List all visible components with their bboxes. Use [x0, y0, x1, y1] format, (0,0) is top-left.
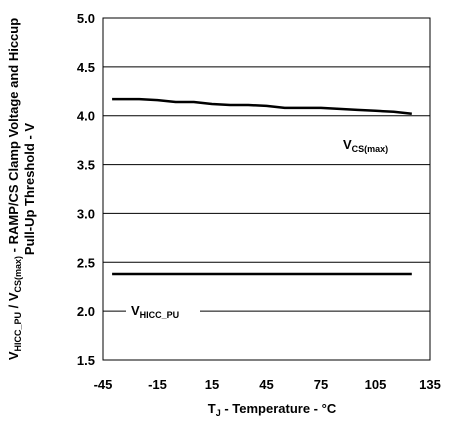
plot-frame [102, 17, 431, 361]
y-axis-title: VHICC_PU / VCS(max) - RAMP/CS Clamp Volt… [6, 18, 37, 360]
series-label-vcs-sub: CS(max) [352, 144, 389, 154]
x-tick-label: -45 [94, 377, 113, 392]
series-label-vhicc-sub: HICC_PU [140, 310, 180, 320]
y-tick-label: 3.5 [77, 158, 95, 173]
x-tick-label: 45 [259, 377, 273, 392]
series-label-vcs: VCS(max) [343, 137, 388, 154]
vcs-label-bg [338, 132, 396, 156]
series-label-vhicc-main: V [131, 303, 140, 318]
y-axis-title-part-4: - RAMP/CS Clamp Voltage and Hiccup [6, 18, 21, 256]
y-axis-title-part-3: CS(max) [13, 256, 23, 293]
y-axis-title-part-2: / V [6, 292, 21, 312]
x-axis-title-rest: - Temperature - °C [221, 401, 337, 416]
y-axis-title-part-0: V [6, 351, 21, 360]
y-tick-label: 2.0 [77, 304, 95, 319]
y-tick-label: 4.0 [77, 109, 95, 124]
series-label-vhicc: VHICC_PU [131, 303, 179, 320]
y-tick-label: 4.5 [77, 60, 95, 75]
series-line-vcs-max [112, 97, 412, 116]
y-axis-title-line2: Pull-Up Threshold - V [22, 123, 37, 255]
series-label-vcs-main: V [343, 137, 352, 152]
series-group [112, 97, 412, 276]
vhicc-label-bg [126, 299, 200, 323]
x-axis-title-sub: J [216, 408, 221, 418]
y-tick-label: 1.5 [77, 353, 95, 368]
y-tick-label: 2.5 [77, 255, 95, 270]
y-tick-label: 3.0 [77, 206, 95, 221]
y-axis-title-line1: VHICC_PU / VCS(max) - RAMP/CS Clamp Volt… [6, 18, 23, 360]
x-tick-label: 75 [314, 377, 328, 392]
x-tick-label: 105 [365, 377, 387, 392]
x-tick-label: 135 [419, 377, 441, 392]
x-tick-label: -15 [148, 377, 167, 392]
x-tick-label: 15 [205, 377, 219, 392]
x-axis-title-main: T [208, 401, 216, 416]
x-axis-title: TJ - Temperature - °C [208, 401, 337, 418]
y-tick-labels: 1.5 2.0 2.5 3.0 3.5 4.0 4.5 5.0 [77, 11, 95, 368]
y-axis-title-part-1: HICC_PU [13, 312, 23, 352]
x-tick-labels: -45 -15 15 45 75 105 135 [94, 377, 441, 392]
y-tick-label: 5.0 [77, 11, 95, 26]
